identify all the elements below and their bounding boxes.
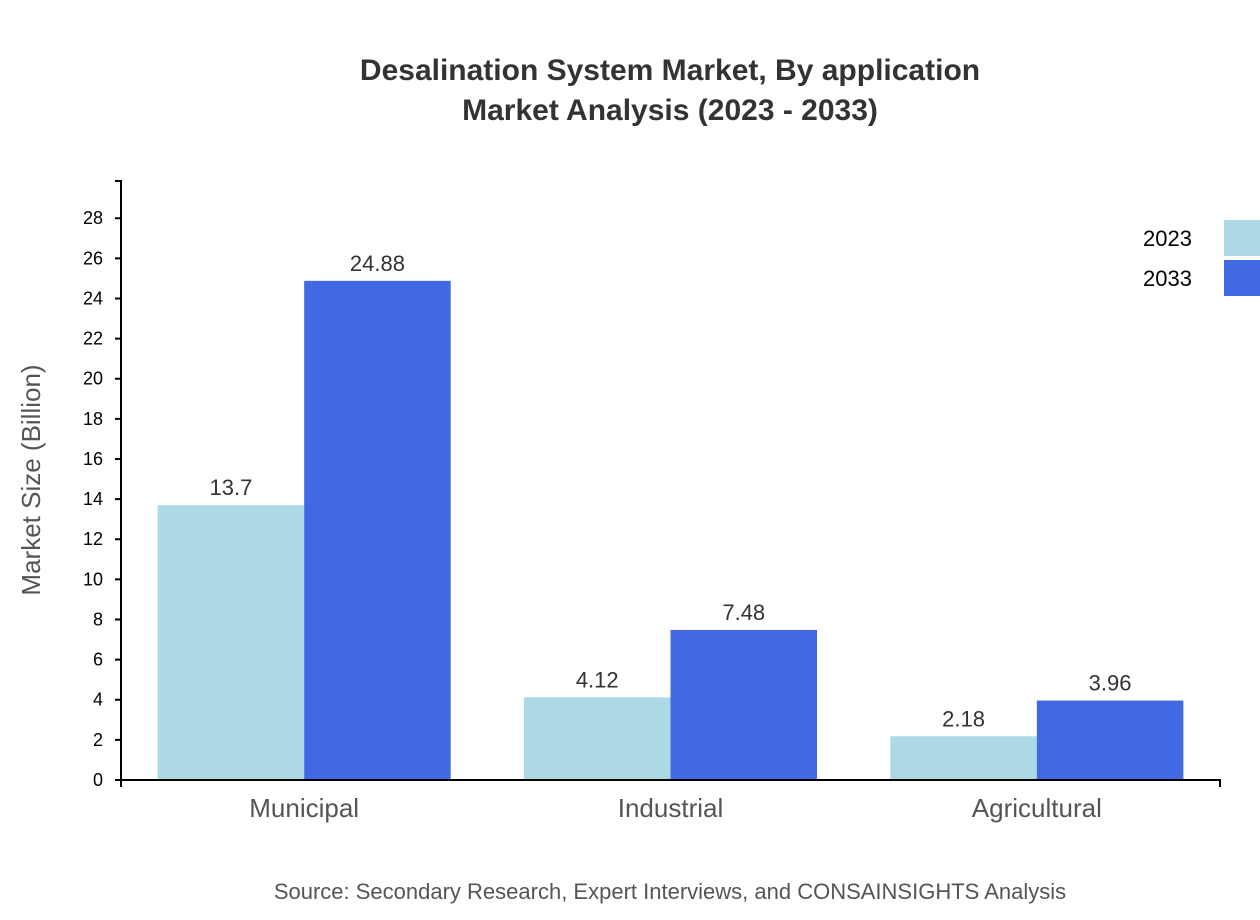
- data-label: 24.88: [350, 251, 405, 276]
- legend-swatch-2023: [1224, 220, 1260, 256]
- x-tick-label: Municipal: [249, 793, 359, 823]
- data-label: 4.12: [576, 667, 619, 692]
- bar-2023-industrial: [523, 697, 671, 780]
- y-tick-label: 12: [83, 529, 103, 549]
- y-tick-label: 18: [83, 409, 103, 429]
- x-tick-label: Industrial: [618, 793, 724, 823]
- bar-2033-industrial: [670, 629, 818, 780]
- y-tick-label: 14: [83, 489, 103, 509]
- legend-label: 2033: [1143, 266, 1192, 291]
- y-tick-label: 2: [93, 730, 103, 750]
- legend-swatch-2033: [1224, 260, 1260, 296]
- x-tick-label: Agricultural: [972, 793, 1102, 823]
- y-tick-label: 22: [83, 329, 103, 349]
- bar-2023-municipal: [157, 505, 305, 780]
- data-label: 2.18: [942, 706, 985, 731]
- source-note: Source: Secondary Research, Expert Inter…: [274, 879, 1066, 904]
- chart-subtitle: Market Analysis (2023 - 2033): [462, 94, 878, 127]
- y-tick-label: 6: [93, 650, 103, 670]
- chart-title: Desalination System Market, By applicati…: [360, 54, 980, 87]
- y-axis-line: [115, 180, 122, 781]
- x-axis: Municipal Industrial Agricultural: [120, 779, 1221, 823]
- y-tick-label: 0: [93, 770, 103, 790]
- bar-2023-agricultural: [890, 736, 1037, 780]
- y-tick-label: 16: [83, 449, 103, 469]
- data-label: 7.48: [722, 600, 765, 625]
- bars: 13.7 24.88 4.12 7.48 2.18 3.96: [157, 251, 1184, 780]
- y-tick-label: 4: [93, 690, 103, 710]
- y-tick-label: 26: [83, 248, 103, 268]
- y-tick-label: 10: [83, 569, 103, 589]
- data-label: 13.7: [209, 475, 252, 500]
- legend: 2023 2033: [1143, 220, 1260, 296]
- bar-2033-agricultural: [1036, 700, 1184, 780]
- legend-label: 2023: [1143, 226, 1192, 251]
- y-axis-label: Market Size (Billion): [16, 364, 46, 595]
- data-label: 3.96: [1089, 671, 1132, 696]
- x-axis-line: [120, 779, 1221, 787]
- bar-2033-municipal: [304, 280, 451, 780]
- y-tick-label: 8: [93, 609, 103, 629]
- y-tick-label: 24: [83, 288, 103, 308]
- y-tick-label: 20: [83, 369, 103, 389]
- y-tick-label: 28: [83, 208, 103, 228]
